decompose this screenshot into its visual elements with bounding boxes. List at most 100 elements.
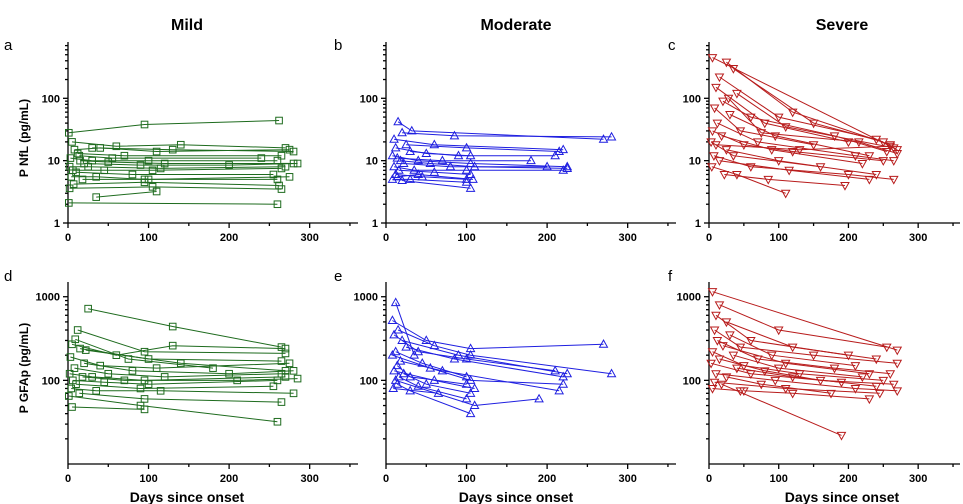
series-line-e-14 [397, 383, 471, 415]
data-point [168, 145, 177, 154]
data-point [756, 129, 767, 139]
col-title-moderate: Moderate [480, 17, 551, 34]
data-point [878, 157, 889, 166]
data-point [707, 348, 718, 357]
data-point [425, 158, 436, 168]
data-point [92, 193, 100, 201]
series-line-a-6 [84, 163, 298, 166]
y-tick-label-b: 1 [372, 218, 378, 230]
series-line-d-2 [71, 343, 286, 356]
data-point [140, 347, 149, 356]
data-point [829, 132, 840, 142]
data-point [542, 161, 552, 171]
data-point [429, 167, 440, 176]
data-point [707, 288, 718, 297]
series-line-e-11 [403, 373, 471, 394]
data-point [390, 346, 401, 356]
x-tick-label-e: 200 [538, 473, 556, 485]
data-point [728, 351, 739, 361]
data-point [461, 393, 472, 403]
data-point [269, 170, 278, 179]
data-point [881, 343, 892, 353]
series-line-e-7 [392, 354, 564, 385]
data-point [725, 331, 735, 341]
data-point [718, 97, 728, 107]
data-point [711, 311, 721, 321]
data-point [892, 359, 903, 369]
data-point [144, 380, 153, 388]
data-point [429, 139, 440, 149]
data-point [526, 155, 536, 165]
panel-letter-e: e [334, 268, 342, 285]
series-line-e-1 [392, 320, 604, 350]
data-point [421, 378, 432, 388]
data-point [140, 405, 149, 414]
data-point [871, 355, 882, 365]
y-axis-label-gfap: P GFAp (pg/mL) [17, 323, 31, 413]
x-tick-label-a: 200 [220, 232, 238, 244]
data-point [390, 297, 401, 307]
series-line-f-1 [719, 304, 887, 348]
data-point [892, 387, 903, 397]
y-tick-label-c: 1 [695, 218, 701, 230]
series-line-f-13 [715, 373, 898, 392]
data-point [433, 388, 444, 397]
series-line-d-11 [71, 388, 294, 394]
data-point [225, 161, 233, 169]
x-tick-label-d: 200 [220, 473, 238, 485]
series-line-c-12 [710, 141, 821, 168]
data-point [714, 157, 725, 166]
data-point [721, 373, 732, 383]
data-point [70, 364, 79, 372]
y-tick-label-b: 10 [366, 156, 378, 168]
series-line-a-17 [79, 155, 262, 159]
data-point [293, 374, 302, 383]
series-line-a-16 [92, 147, 294, 152]
series-line-d-16 [75, 338, 214, 369]
data-point [73, 149, 82, 158]
series-line-a-1 [71, 141, 286, 149]
panel-c: 1 10 100 0 100 200 300 [683, 42, 960, 244]
series-line-d-12 [79, 392, 282, 403]
data-point [273, 417, 282, 426]
series-line-b-11 [398, 169, 471, 175]
data-point [277, 164, 286, 173]
data-point [393, 116, 403, 126]
data-point [850, 152, 861, 161]
data-point [73, 326, 82, 334]
panel-a: 1 10 100 0 100 200 300 [42, 42, 358, 244]
col-title-mild: Mild [171, 17, 203, 34]
data-point [857, 373, 868, 383]
data-point [75, 389, 84, 398]
x-tick-label-a: 0 [65, 232, 71, 244]
data-point [387, 315, 398, 324]
data-point [780, 384, 791, 394]
data-point [725, 110, 735, 120]
data-point [168, 341, 177, 350]
series-line-b-15 [397, 173, 474, 180]
data-point [871, 382, 882, 392]
data-point [156, 164, 165, 173]
data-point [67, 384, 76, 393]
data-point [707, 54, 718, 63]
series-line-f-10 [719, 358, 894, 385]
data-point [281, 162, 290, 171]
data-point [257, 154, 266, 162]
series-line-a-14 [96, 191, 157, 198]
data-point [558, 165, 569, 174]
series-line-c-14 [713, 155, 894, 180]
data-point [711, 83, 721, 93]
data-point [67, 173, 76, 181]
data-point [71, 335, 80, 344]
data-point [881, 148, 892, 157]
y-tick-label-a: 1 [54, 218, 60, 230]
y-axis-label-nfl: P NfL (pg/mL) [17, 99, 31, 177]
series-line-f-0 [712, 291, 898, 351]
data-point [728, 152, 739, 161]
data-point [794, 146, 805, 155]
data-point [449, 130, 460, 140]
data-point [465, 349, 476, 359]
data-point [562, 368, 573, 378]
series-line-d-10 [76, 383, 274, 390]
